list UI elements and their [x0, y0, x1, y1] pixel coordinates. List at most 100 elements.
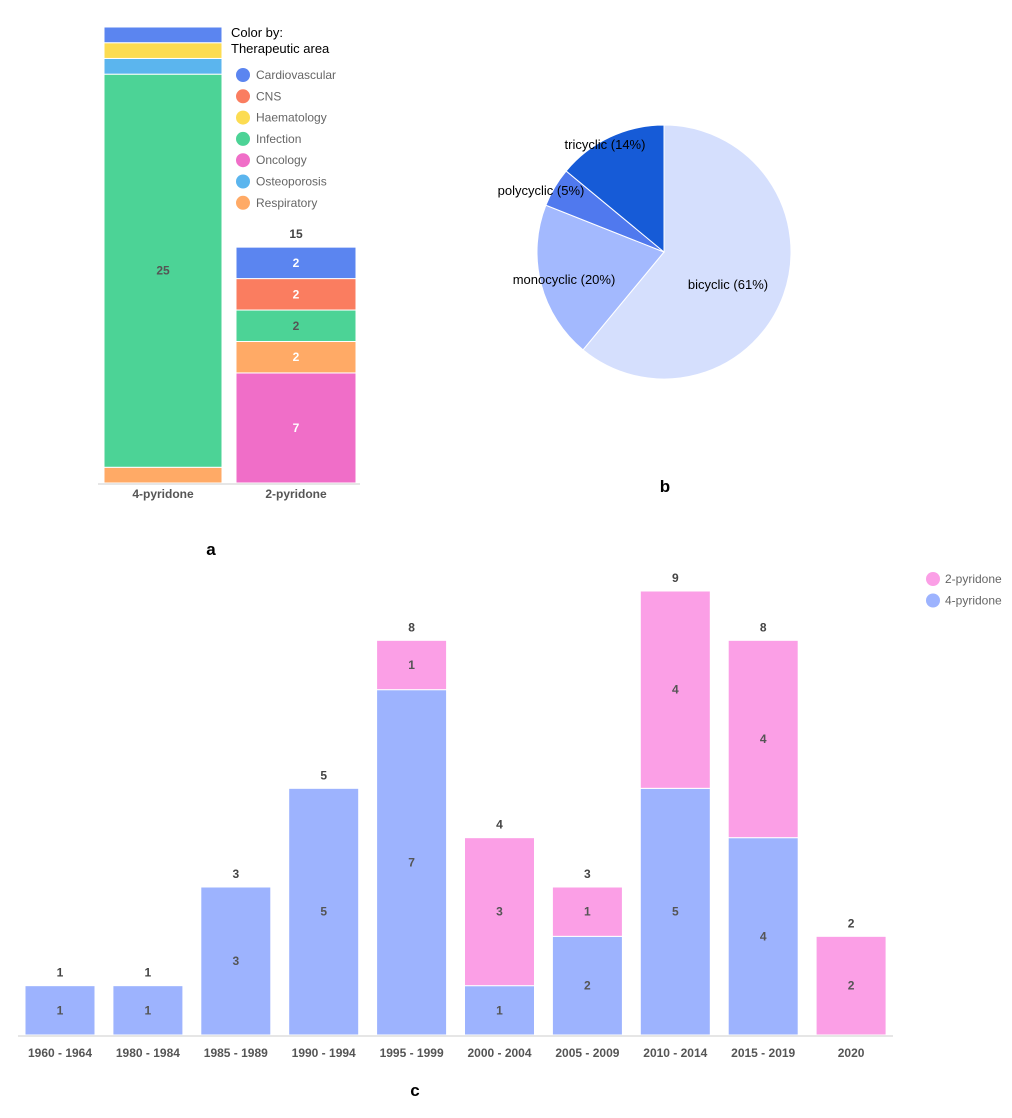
- legend-a-swatch-haematology: [236, 110, 250, 125]
- legend-a-label-infection: Infection: [256, 132, 301, 146]
- legend-a-swatch-osteoporosis: [236, 174, 250, 189]
- value-label-a-2-pyridone-cardiovascular: 2: [293, 256, 300, 270]
- legend-a-label-oncology: Oncology: [256, 153, 307, 167]
- legend-a-label-osteoporosis: Osteoporosis: [256, 175, 327, 189]
- value-label-a-4-pyridone-infection: 25: [156, 264, 170, 278]
- value-label-a-2-pyridone-cns: 2: [293, 287, 300, 301]
- value-label-a-2-pyridone-respiratory: 2: [293, 350, 300, 364]
- pie-slice-monocyclic: [536, 204, 665, 351]
- total-label-a-2-pyridone: 15: [289, 227, 303, 241]
- value-label-a-2-pyridone-infection: 2: [293, 319, 300, 333]
- bar-a-4-pyridone-respiratory: [103, 466, 223, 484]
- value-label-c-1990-1994-4-pyridone: 5: [320, 905, 327, 919]
- value-label-c-2010-2014-2-pyridone: 4: [672, 683, 679, 697]
- value-label-c-2015-2019-2-pyridone: 4: [760, 732, 767, 746]
- legend-a-label-haematology: Haematology: [256, 111, 327, 125]
- total-label-c-1990-1994: 5: [320, 768, 327, 782]
- tick-label-c-1985-1989: 1985 - 1989: [204, 1046, 268, 1060]
- bar-c-2010-2014-2-pyridone: [639, 590, 711, 789]
- legend-therapeutic-area: Color by:Therapeutic area Cardiovascular C…: [231, 25, 336, 210]
- legend-a-swatch-respiratory: [236, 195, 250, 210]
- tick-label-c-1960-1964: 1960 - 1964: [28, 1046, 92, 1060]
- value-label-c-1985-1989-4-pyridone: 3: [232, 954, 239, 968]
- value-label-c-2005-2009-4-pyridone: 2: [584, 979, 591, 993]
- tick-label-c-2005-2009: 2005 - 2009: [555, 1046, 619, 1060]
- bar-a-2-pyridone-oncology: [235, 372, 357, 484]
- bar-c-2000-2004-2-pyridone: [464, 837, 535, 987]
- bar-a-2-pyridone-cardiovascular: [235, 246, 357, 280]
- legend-c-label-4-pyridone: 4-pyridone: [945, 594, 1002, 608]
- tick-label-c-2020: 2020: [838, 1046, 865, 1060]
- bar-a-4-pyridone-osteoporosis: [103, 57, 223, 75]
- legend-c-swatch-4-pyridone: [926, 593, 940, 608]
- total-label-c-2010-2014: 9: [672, 571, 679, 585]
- legend-a-subtitle: Therapeutic area: [231, 41, 330, 56]
- total-label-c-1995-1999: 8: [408, 620, 415, 634]
- bar-c-1980-1984-4-pyridone: [112, 985, 184, 1036]
- value-label-c-2000-2004-2-pyridone: 3: [496, 905, 503, 919]
- value-label-c-2005-2009-2-pyridone: 1: [584, 905, 591, 919]
- value-label-c-2015-2019-4-pyridone: 4: [760, 929, 767, 943]
- bar-c-2020-2-pyridone: [815, 935, 887, 1036]
- legend-c-label-2-pyridone: 2-pyridone: [945, 572, 1002, 586]
- bar-c-1985-1989-4-pyridone: [200, 886, 272, 1036]
- chart-a-therapeutic-area: 25 4-pyridone 7 2 2 2 2 15 2-pyridone: [98, 26, 360, 501]
- tick-label-c-2015-2019: 2015 - 2019: [731, 1046, 795, 1060]
- legend-pyridone-type: 2-pyridone 4-pyridone: [926, 572, 1002, 608]
- bar-a-2-pyridone-cns: [235, 278, 357, 311]
- total-label-c-2005-2009: 3: [584, 867, 591, 881]
- pie-label-bicyclic: bicyclic (61%): [688, 277, 768, 292]
- bar-a-2-pyridone-infection: [235, 309, 357, 342]
- legend-a-swatch-infection: [236, 131, 250, 146]
- panel-label-c: c: [410, 1081, 419, 1100]
- bar-c-2010-2014-4-pyridone: [639, 787, 711, 1036]
- tick-label-c-2010-2014: 2010 - 2014: [643, 1046, 707, 1060]
- chart-c-approvals-by-period: 1 1 1960 - 1964 1 1 1980 - 1984 3 3 1985 - 1989 5…: [18, 571, 893, 1060]
- total-label-c-1960-1964: 1: [57, 966, 64, 980]
- chart-b-ring-system-pie: bicyclic (61%) monocyclic (20%) polycyclic…: [498, 124, 792, 380]
- pie-label-tricyclic: tricyclic (14%): [565, 137, 646, 152]
- bar-c-2015-2019-2-pyridone: [727, 639, 799, 839]
- bar-c-1960-1964-4-pyridone: [24, 985, 96, 1036]
- legend-a-swatch-oncology: [236, 153, 250, 168]
- value-label-c-1980-1984-4-pyridone: 1: [145, 1003, 152, 1017]
- legend-a-label-respiratory: Respiratory: [256, 196, 317, 210]
- legend-a-label-cardiovascular: Cardiovascular: [256, 68, 336, 82]
- pie-slice-bicyclic: [582, 124, 792, 380]
- panel-label-b: b: [660, 477, 670, 496]
- bar-c-2000-2004-4-pyridone: [464, 985, 535, 1036]
- tick-label-c-2000-2004: 2000 - 2004: [467, 1046, 531, 1060]
- total-label-c-1980-1984: 1: [145, 966, 152, 980]
- value-label-c-1995-1999-4-pyridone: 7: [408, 855, 415, 869]
- value-label-c-2000-2004-4-pyridone: 1: [496, 1003, 503, 1017]
- total-label-c-2020: 2: [848, 916, 855, 930]
- value-label-c-1995-1999-2-pyridone: 1: [408, 658, 415, 672]
- legend-a-swatch-cns: [236, 89, 250, 104]
- tick-label-a-2-pyridone: 2-pyridone: [265, 487, 327, 501]
- legend-c-swatch-2-pyridone: [926, 572, 940, 586]
- value-label-c-1960-1964-4-pyridone: 1: [57, 1003, 64, 1017]
- bar-a-4-pyridone-infection: [103, 73, 223, 468]
- total-label-c-2015-2019: 8: [760, 620, 767, 634]
- pie-label-monocyclic: monocyclic (20%): [513, 272, 616, 287]
- pie-label-polycyclic: polycyclic (5%): [498, 183, 585, 198]
- bar-a-4-pyridone-haematology: [103, 42, 223, 59]
- total-label-c-2000-2004: 4: [496, 818, 503, 832]
- panel-label-a: a: [206, 540, 216, 559]
- pie-slice-tricyclic: [565, 124, 665, 254]
- tick-label-c-1990-1994: 1990 - 1994: [292, 1046, 356, 1060]
- bar-c-2015-2019-4-pyridone: [727, 837, 799, 1036]
- bar-c-2005-2009-2-pyridone: [551, 886, 623, 937]
- legend-a-label-cns: CNS: [256, 89, 281, 103]
- value-label-a-2-pyridone-oncology: 7: [293, 421, 300, 435]
- bar-c-1995-1999-4-pyridone: [376, 689, 448, 1036]
- tick-label-a-4-pyridone: 4-pyridone: [132, 487, 194, 501]
- bar-c-1995-1999-2-pyridone: [376, 639, 448, 691]
- bar-c-1990-1994-4-pyridone: [288, 787, 360, 1036]
- bar-c-2005-2009-4-pyridone: [551, 935, 623, 1036]
- value-label-c-2010-2014-4-pyridone: 5: [672, 905, 679, 919]
- value-label-c-2020-2-pyridone: 2: [848, 979, 855, 993]
- total-label-c-1985-1989: 3: [232, 867, 239, 881]
- legend-a-swatch-cardiovascular: [236, 68, 250, 82]
